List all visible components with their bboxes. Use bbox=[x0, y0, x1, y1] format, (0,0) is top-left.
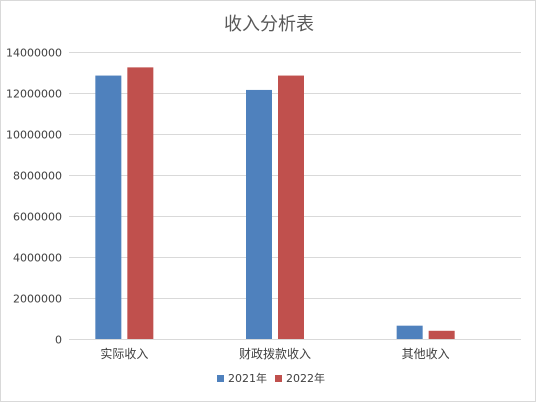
y-tick-label: 4000000 bbox=[13, 252, 62, 265]
bars bbox=[95, 67, 455, 339]
legend-swatch bbox=[275, 375, 282, 382]
legend-label: 2022年 bbox=[286, 371, 325, 385]
x-axis-categories: 实际收入 财政拨款收入 其他收入 bbox=[100, 346, 449, 361]
chart-title: 收入分析表 bbox=[224, 14, 314, 35]
bar bbox=[95, 75, 122, 339]
bar bbox=[246, 89, 272, 339]
y-tick-label: 8000000 bbox=[13, 170, 62, 183]
x-category-label: 其他收入 bbox=[402, 347, 450, 361]
bar bbox=[396, 325, 423, 339]
bar bbox=[127, 67, 154, 339]
legend-label: 2021年 bbox=[228, 371, 267, 385]
legend-swatch bbox=[217, 375, 224, 382]
y-tick-label: 6000000 bbox=[13, 211, 62, 224]
x-category-label: 财政拨款收入 bbox=[239, 347, 311, 361]
x-category-label: 实际收入 bbox=[100, 346, 148, 361]
y-tick-label: 12000000 bbox=[6, 88, 62, 101]
bar bbox=[428, 330, 455, 339]
y-tick-label: 10000000 bbox=[6, 129, 62, 142]
bar bbox=[278, 75, 304, 339]
legend: 2021年 2022年 bbox=[217, 371, 325, 385]
y-tick-label: 2000000 bbox=[13, 293, 62, 306]
y-tick-label: 14000000 bbox=[6, 47, 62, 60]
y-axis-ticks: 0 2000000 4000000 6000000 8000000 10000000 120… bbox=[6, 47, 62, 347]
y-tick-label: 0 bbox=[55, 334, 62, 347]
